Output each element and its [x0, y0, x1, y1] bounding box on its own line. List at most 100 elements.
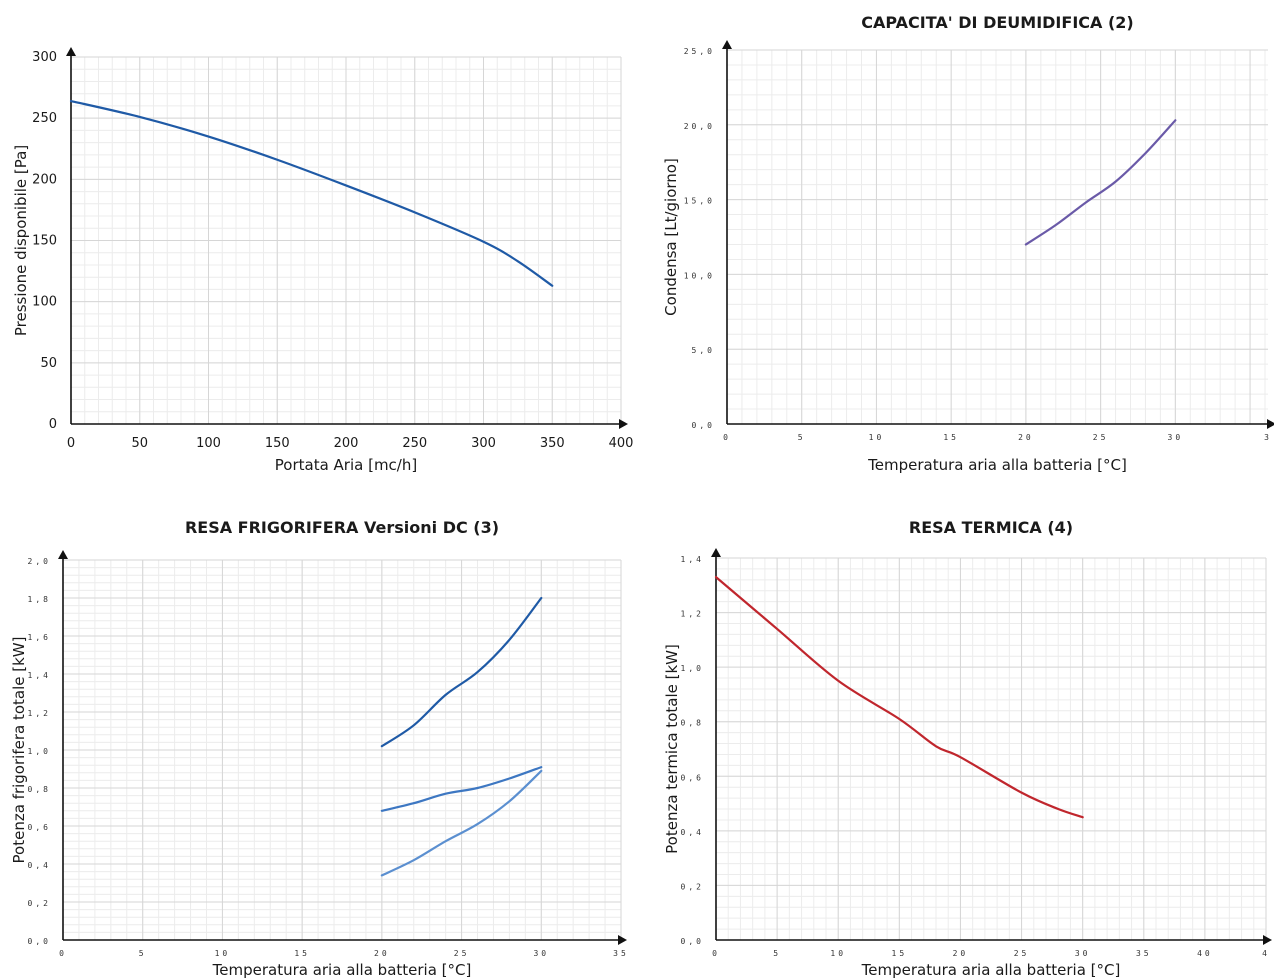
x-tick-label: 200 [334, 436, 359, 451]
chart-3: 0 5 10 15 20 25 30 35 0,0 0,2 0,4 0,6 0,8 1,0 1,2 1,4 1,… [10, 518, 629, 979]
y-axis-arrow-icon [66, 47, 76, 56]
x-tick-label: 5 [139, 949, 147, 958]
y-tick-label: 1,2 [681, 610, 704, 619]
x-tick-label: 150 [265, 436, 290, 451]
x-tick-label: 40 [1197, 949, 1213, 958]
y-tick-label: 0,0 [692, 421, 715, 430]
x-tick-label: 25 [454, 949, 470, 958]
y-tick-label: 100 [32, 295, 57, 310]
series-line-1 [69, 99, 554, 287]
series-line-1 [1024, 119, 1177, 246]
x-tick-label: 0 [723, 433, 731, 442]
y-tick-label: 1,2 [28, 709, 51, 718]
x-tick-label: 0 [59, 949, 67, 958]
y-tick-label: 0,6 [28, 823, 51, 832]
y-tick-label: 10,0 [684, 271, 715, 280]
series-line-3 [380, 769, 543, 877]
y-tick-label: 1,8 [28, 595, 51, 604]
chart-4: 0 5 10 15 20 25 30 35 40 4 0,0 0,2 0,4 0,6 0,8 1,0 1,2 1,… [663, 518, 1272, 979]
y-tick-label: 1,4 [28, 671, 51, 680]
y-axis-label: Pressione disponibile [Pa] [12, 145, 30, 336]
x-tick-label: 20 [953, 949, 969, 958]
chart-1: 0 50 100 150 200 250 300 350 400 0 50 100 150 200 250 3… [12, 47, 633, 474]
x-axis-arrow-icon [619, 419, 628, 429]
x-tick-label: 35 [613, 949, 629, 958]
y-tick-label: 0,6 [681, 773, 704, 782]
y-tick-label: 50 [40, 356, 57, 371]
x-tick-label: 30 [533, 949, 549, 958]
y-tick-label: 0,8 [681, 719, 704, 728]
chart-title: RESA TERMICA (4) [909, 518, 1073, 537]
minor-grid [726, 49, 1268, 425]
x-axis-label: Temperatura aria alla batteria [°C] [212, 961, 472, 979]
x-tick-label: 15 [892, 949, 908, 958]
minor-grid [715, 557, 1267, 941]
x-tick-label: 4 [1262, 949, 1270, 958]
x-tick-label: 10 [215, 949, 231, 958]
x-tick-label: 30 [1075, 949, 1091, 958]
y-tick-label: 150 [32, 234, 57, 249]
y-tick-label: 2,0 [28, 557, 51, 566]
x-tick-label: 10 [830, 949, 846, 958]
y-axis-arrow-icon [58, 550, 68, 559]
y-axis-label: Potenza termica totale [kW] [663, 644, 681, 854]
y-tick-label: 250 [32, 111, 57, 126]
x-axis-arrow-icon [1267, 419, 1274, 429]
x-tick-label: 3 [1264, 433, 1272, 442]
x-tick-label: 10 [869, 433, 885, 442]
x-axis-arrow-icon [1263, 935, 1272, 945]
x-tick-label: 0 [67, 436, 75, 451]
y-tick-label: 20,0 [684, 122, 715, 131]
x-tick-label: 35 [1136, 949, 1152, 958]
x-tick-label: 400 [609, 436, 634, 451]
x-axis-label: Temperatura aria alla batteria [°C] [867, 456, 1127, 474]
major-grid [726, 49, 1268, 425]
x-tick-label: 5 [773, 949, 781, 958]
y-tick-label: 1,6 [28, 633, 51, 642]
chart-2: 0 5 10 15 20 25 30 3 0,0 5,0 10,0 15,0 20,0 25,0 Tempe… [662, 13, 1274, 474]
y-tick-label: 1,4 [681, 555, 704, 564]
y-axis-label: Condensa [Lt/giorno] [662, 158, 680, 316]
x-tick-label: 20 [1018, 433, 1034, 442]
series-line-2 [380, 766, 543, 812]
y-tick-label: 5,0 [692, 346, 715, 355]
y-tick-label: 0,0 [681, 937, 704, 946]
y-tick-label: 300 [32, 50, 57, 65]
series-line-1 [380, 596, 543, 748]
chart-title: CAPACITA' DI DEUMIDIFICA (2) [861, 13, 1133, 32]
y-tick-label: 0,8 [28, 785, 51, 794]
y-tick-label: 0,0 [28, 937, 51, 946]
y-tick-label: 0 [49, 417, 57, 432]
x-tick-label: 300 [471, 436, 496, 451]
y-tick-label: 0,4 [28, 861, 51, 870]
x-tick-label: 30 [1168, 433, 1184, 442]
y-tick-label: 200 [32, 172, 57, 187]
x-tick-label: 0 [712, 949, 720, 958]
y-axis-arrow-icon [711, 548, 721, 557]
series-line-1 [714, 576, 1084, 819]
y-tick-label: 1,0 [681, 664, 704, 673]
x-tick-label: 20 [374, 949, 390, 958]
x-tick-label: 15 [294, 949, 310, 958]
major-grid [62, 559, 622, 941]
x-axis-arrow-icon [618, 935, 627, 945]
x-tick-label: 15 [943, 433, 959, 442]
y-tick-label: 0,2 [28, 899, 51, 908]
x-tick-label: 5 [798, 433, 806, 442]
x-axis-label: Portata Aria [mc/h] [275, 456, 417, 474]
y-axis-arrow-icon [722, 40, 732, 49]
x-axis-label: Temperatura aria alla batteria [°C] [861, 961, 1121, 979]
chart-title: RESA FRIGORIFERA Versioni DC (3) [185, 518, 499, 537]
y-tick-label: 25,0 [684, 47, 715, 56]
x-tick-label: 25 [1014, 949, 1030, 958]
major-grid [715, 557, 1267, 941]
y-tick-label: 0,4 [681, 828, 704, 837]
x-tick-label: 350 [540, 436, 565, 451]
x-tick-label: 25 [1093, 433, 1109, 442]
y-tick-label: 0,2 [681, 882, 704, 891]
x-tick-label: 250 [402, 436, 427, 451]
x-tick-label: 50 [131, 436, 148, 451]
x-tick-label: 100 [196, 436, 221, 451]
y-axis-label: Potenza frigorifera totale [kW] [10, 637, 28, 864]
